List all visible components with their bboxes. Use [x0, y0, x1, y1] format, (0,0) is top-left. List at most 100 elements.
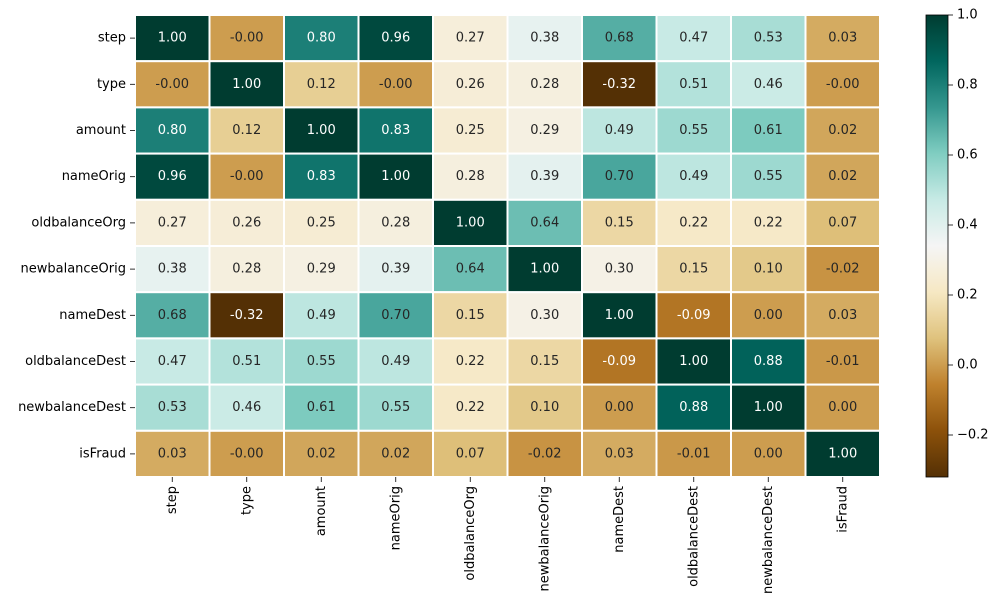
- x-tick-labels: step type amount nameOrig oldbalanceOrg newba…: [165, 477, 850, 594]
- heatmap-cell: 0.00: [730, 429, 807, 478]
- colorbar-tick-label: 0.6: [957, 148, 978, 163]
- heatmap-cell: 0.29: [283, 245, 360, 294]
- heatmap-cell: 0.70: [581, 152, 658, 201]
- heatmap-cell-label: 0.46: [754, 77, 783, 92]
- heatmap-cell: 0.10: [730, 245, 807, 294]
- heatmap-cell: 0.28: [432, 152, 509, 201]
- heatmap-cell-fill: [730, 383, 807, 432]
- heatmap-cell-label: 0.27: [158, 215, 187, 230]
- heatmap-cell: 0.28: [357, 198, 434, 248]
- heatmap-cell: 0.39: [506, 152, 583, 201]
- colorbar-tick-label: 0.2: [957, 288, 978, 303]
- heatmap-cell: 0.00: [730, 291, 807, 340]
- y-tick-label: nameOrig: [62, 169, 126, 184]
- heatmap-cell: 0.68: [134, 291, 211, 340]
- heatmap-cell-label: -0.00: [826, 77, 860, 92]
- heatmap-cell: 0.12: [208, 106, 285, 155]
- heatmap-cell-fill: [655, 291, 732, 340]
- heatmap-cell-label: 0.03: [828, 308, 857, 323]
- heatmap-cell-label: 0.88: [679, 400, 708, 415]
- heatmap-cell: -0.00: [357, 60, 434, 109]
- heatmap-cell: 0.27: [432, 14, 509, 63]
- heatmap-cell-fill: [581, 291, 658, 340]
- heatmap-cell-label: 0.68: [158, 308, 187, 323]
- heatmap-cell-label: -0.00: [230, 446, 264, 461]
- y-tick-label: newbalanceOrig: [21, 262, 127, 277]
- x-tick-label: step: [165, 486, 180, 514]
- heatmap-cell-label: 0.49: [381, 354, 410, 369]
- heatmap-cell-label: 0.27: [456, 31, 485, 46]
- heatmap-cell-label: 0.47: [158, 354, 187, 369]
- heatmap-cell-label: 0.64: [456, 262, 485, 277]
- heatmap-cell-fill: [655, 383, 732, 432]
- heatmap-cell-label: 0.10: [530, 400, 559, 415]
- colorbar-ticks: 1.0 0.8 0.6 0.4 0.2 0.0 −0.2: [948, 8, 989, 443]
- heatmap-cell: 0.53: [730, 14, 807, 63]
- heatmap-cell: 0.38: [506, 14, 583, 63]
- x-tick-label: type: [239, 486, 254, 515]
- heatmap-cell: 0.49: [655, 152, 732, 201]
- heatmap-cell-label: -0.00: [230, 169, 264, 184]
- heatmap-cell-label: 0.96: [381, 31, 410, 46]
- heatmap-cell: 0.26: [208, 198, 285, 248]
- heatmap-cell-label: 1.00: [381, 169, 410, 184]
- heatmap-cell-label: 1.00: [307, 123, 336, 138]
- heatmap-cell-fill: [804, 337, 881, 386]
- heatmap-cell: 0.64: [506, 198, 583, 248]
- heatmap-cell: 0.03: [134, 429, 211, 478]
- heatmap-cell-fill: [730, 291, 807, 340]
- heatmap-cell-label: 0.39: [381, 262, 410, 277]
- heatmap-cell-label: 0.15: [456, 308, 485, 323]
- heatmap-cell: 0.22: [432, 383, 509, 432]
- heatmap-cell-label: 0.00: [828, 400, 857, 415]
- heatmap-cell-label: 0.88: [754, 354, 783, 369]
- heatmap-cell-label: 0.25: [456, 123, 485, 138]
- x-tick-label: oldbalanceOrg: [463, 486, 478, 581]
- heatmap-cell: 1.00: [357, 152, 434, 201]
- heatmap-cell-label: 0.29: [530, 123, 559, 138]
- heatmap-cell-fill: [506, 60, 583, 109]
- heatmap-cell-fill: [357, 60, 434, 109]
- heatmap-cell-label: -0.32: [602, 77, 636, 92]
- heatmap-cell: 0.10: [506, 383, 583, 432]
- heatmap-cell-label: 0.55: [307, 354, 336, 369]
- heatmap-cell: 0.03: [581, 429, 658, 478]
- heatmap-cell: 0.80: [134, 106, 211, 155]
- heatmap-cell: 0.00: [581, 383, 658, 432]
- heatmap-cell-label: 0.00: [754, 308, 783, 323]
- heatmap-cell-label: 1.00: [530, 262, 559, 277]
- heatmap-cell-fill: [581, 337, 658, 386]
- heatmap-cell: 0.03: [804, 14, 881, 63]
- heatmap-cell: 0.03: [804, 291, 881, 340]
- heatmap-cell-label: 0.02: [307, 446, 336, 461]
- heatmap-cell: 0.30: [506, 291, 583, 340]
- heatmap-cell: 1.00: [655, 337, 732, 386]
- heatmap-cell-fill: [581, 383, 658, 432]
- heatmap-cell-label: 0.10: [754, 262, 783, 277]
- heatmap-cell-label: 0.55: [754, 169, 783, 184]
- heatmap-cell: 0.38: [134, 245, 211, 294]
- heatmap-cell: 0.80: [283, 14, 360, 63]
- heatmap-cell-fill: [357, 245, 434, 294]
- heatmap-cell-label: 0.80: [307, 31, 336, 46]
- colorbar-tick-label: −0.2: [957, 428, 989, 443]
- heatmap-cell-label: 0.28: [232, 262, 261, 277]
- heatmap-cell-fill: [730, 429, 807, 478]
- heatmap-cell: 0.12: [283, 60, 360, 109]
- heatmap-cell-fill: [208, 383, 285, 432]
- heatmap-cell: -0.32: [208, 291, 285, 340]
- heatmap-cell-label: 0.70: [605, 169, 634, 184]
- heatmap-cell: 0.22: [655, 198, 732, 248]
- heatmap-cell-label: 0.70: [381, 308, 410, 323]
- heatmap-cell-fill: [804, 14, 881, 63]
- heatmap-cell: 0.39: [357, 245, 434, 294]
- heatmap-cell-fill: [432, 198, 509, 248]
- heatmap-cell-fill: [283, 106, 360, 155]
- heatmap-cell: 0.55: [357, 383, 434, 432]
- heatmap-cell: 0.88: [655, 383, 732, 432]
- heatmap-cell: 0.49: [357, 337, 434, 386]
- heatmap-cell: 0.96: [134, 152, 211, 201]
- heatmap-cell-label: 1.00: [158, 31, 187, 46]
- heatmap-cell-label: 0.03: [828, 31, 857, 46]
- heatmap-cell-label: 0.26: [232, 215, 261, 230]
